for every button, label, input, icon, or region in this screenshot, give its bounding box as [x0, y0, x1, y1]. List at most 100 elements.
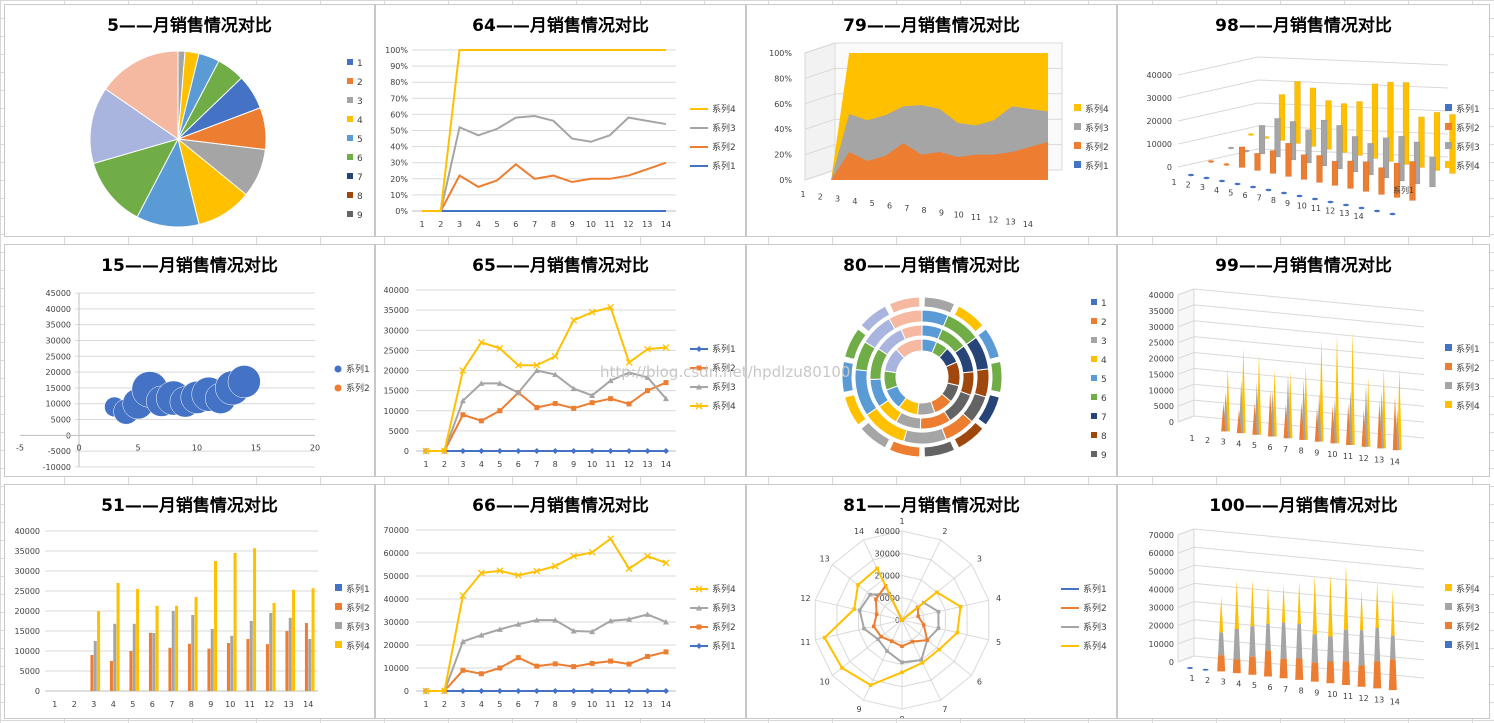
- x-tick-label: 14: [303, 700, 313, 709]
- legend-label: 系列1: [1456, 103, 1480, 115]
- data-point: [552, 401, 558, 407]
- y-tick-label: 0: [66, 431, 71, 440]
- data-point: [571, 664, 577, 670]
- chart-panel-80[interactable]: 80——月销售情况对比 1 2 3 4 5 6 7 8 9: [746, 244, 1117, 477]
- bubble: [227, 365, 261, 399]
- data-point: [515, 448, 522, 454]
- legend-swatch: [1091, 375, 1097, 381]
- x-tick-label: 3: [91, 700, 96, 709]
- chart-panel-100[interactable]: 100——月销售情况对比 0 10000 20000 30000 40000 50000 60…: [1117, 484, 1490, 719]
- data-point: [910, 639, 915, 644]
- data-point: [626, 448, 633, 454]
- legend-label: 系列2: [1456, 122, 1480, 134]
- y-tick-label: 20000: [15, 607, 40, 616]
- x-tick-label: 9: [939, 208, 944, 217]
- x-tick-label: 1: [800, 190, 805, 199]
- bar-3d: [1398, 135, 1405, 182]
- gridline: [1177, 56, 1259, 76]
- legend-label: 4: [357, 116, 363, 126]
- data-point: [515, 389, 522, 396]
- chart-panel-5[interactable]: 5——月销售情况对比 1 2 3 4 5 6 7 8 9: [4, 4, 375, 237]
- series-line: [426, 650, 667, 692]
- data-point: [936, 609, 941, 614]
- x-tick-label: 3: [835, 195, 840, 204]
- y-tick-label: 0: [1169, 418, 1174, 427]
- chart-panel-79[interactable]: 79——月销售情况对比 0% 20% 40% 60% 80% 100% 1 2 3 4 5 6 7 8 9 10…: [746, 4, 1117, 237]
- chart-panel-98[interactable]: 98——月销售情况对比 0 10000 20000 30000 40000 1 2 3 4 5 6 7 8…: [1117, 4, 1490, 237]
- bar-3d: [1351, 136, 1359, 173]
- x-tick-label: 12: [1359, 694, 1369, 703]
- bar-3d: [1258, 125, 1266, 155]
- legend-label: 系列3: [712, 122, 736, 134]
- chart-panel-64[interactable]: 64——月销售情况对比 0% 10% 20% 30% 40% 50% 60% 70% 80% 90%…: [375, 4, 746, 237]
- legend-swatch: [1445, 123, 1452, 130]
- chart-svg: 15——月销售情况对比-10000-5000050001000015000200…: [16, 255, 370, 472]
- data-point: [695, 585, 703, 593]
- data-point: [570, 316, 578, 324]
- series-line: [422, 49, 666, 212]
- legend-swatch: [1445, 401, 1452, 408]
- chart-svg: 5——月销售情况对比 1 2 3 4 5 6 7 8 9: [89, 15, 363, 228]
- gridline: [1193, 619, 1425, 643]
- x-tick-label: 12: [623, 220, 633, 229]
- chart-panel-65[interactable]: 65——月销售情况对比 0 5000 10000 15000 20000 25000 3000…: [375, 244, 746, 477]
- y-tick-label: 20000: [46, 368, 71, 377]
- chart-panel-99[interactable]: 99——月销售情况对比 0 5000 10000 15000 20000 25000 3000…: [1117, 244, 1490, 477]
- gridline: [1177, 546, 1195, 554]
- y-tick-label: 10000: [46, 400, 71, 409]
- x-tick-label: 8: [1299, 687, 1304, 696]
- y-tick-label: 40%: [390, 143, 408, 152]
- data-point: [478, 448, 485, 454]
- cone-segment: [1279, 658, 1288, 679]
- data-point: [663, 649, 669, 655]
- x-tick-label: 14: [1023, 220, 1033, 229]
- bar: [187, 643, 191, 691]
- chart-panel-66[interactable]: 66——月销售情况对比 0 10000 20000 30000 40000 50000 600…: [375, 484, 746, 719]
- y-tick-label: 15000: [1149, 370, 1174, 379]
- spike-column: [1392, 396, 1398, 451]
- gridline: [1193, 304, 1425, 328]
- y-tick-label: 40000: [384, 286, 409, 295]
- gridline: [1177, 528, 1195, 536]
- legend-swatch: [335, 603, 342, 610]
- chart-panel-15[interactable]: 15——月销售情况对比 -10000 -5000 0 5000 10000 15000 200…: [4, 244, 375, 477]
- data-point: [497, 408, 503, 414]
- bar-3d: [1356, 101, 1363, 156]
- r-tick-label: 0: [895, 616, 900, 625]
- chart-svg: 51——月销售情况对比 0 5000 10000 15000 20000 25000 3000…: [15, 495, 370, 709]
- x-tick-label: 10: [587, 700, 597, 709]
- legend-label: 系列2: [1085, 141, 1109, 153]
- bar-3d: [1433, 112, 1441, 171]
- bar-3d-cap: [1296, 194, 1303, 198]
- chart-title: 15——月销售情况对比: [101, 255, 278, 276]
- gridline: [1257, 56, 1449, 66]
- chart-panel-81[interactable]: 81——月销售情况对比01000020000300004000012345678…: [746, 484, 1117, 719]
- gridline: [1257, 79, 1449, 89]
- data-point: [460, 412, 466, 418]
- bar-3d: [1382, 137, 1390, 179]
- bar-3d-cap: [1248, 133, 1254, 136]
- x-tick-label: 13: [642, 220, 652, 229]
- data-point: [663, 448, 669, 454]
- y-tick-label: 5000: [1154, 402, 1174, 411]
- chart-panel-51[interactable]: 51——月销售情况对比 0 5000 10000 15000 20000 25000 3000…: [4, 484, 375, 719]
- data-point: [608, 396, 614, 402]
- legend-swatch: [1445, 161, 1452, 168]
- category-label: 12: [800, 594, 810, 603]
- bar-3d: [1331, 160, 1339, 186]
- cone-segment: [1373, 661, 1382, 689]
- legend-swatch: [1091, 413, 1097, 419]
- bar: [116, 583, 120, 691]
- y-tick-label: 100%: [385, 46, 408, 55]
- cone-segment: [1280, 622, 1287, 659]
- x-tick-label: 5: [1252, 681, 1257, 690]
- data-point: [607, 377, 614, 384]
- cone-segment: [1297, 581, 1301, 625]
- bar: [311, 588, 315, 691]
- legend-label: 系列1: [1456, 640, 1480, 652]
- x-tick-label: 10: [954, 211, 964, 220]
- legend-swatch: [335, 622, 342, 629]
- x-tick-label: 2: [442, 700, 447, 709]
